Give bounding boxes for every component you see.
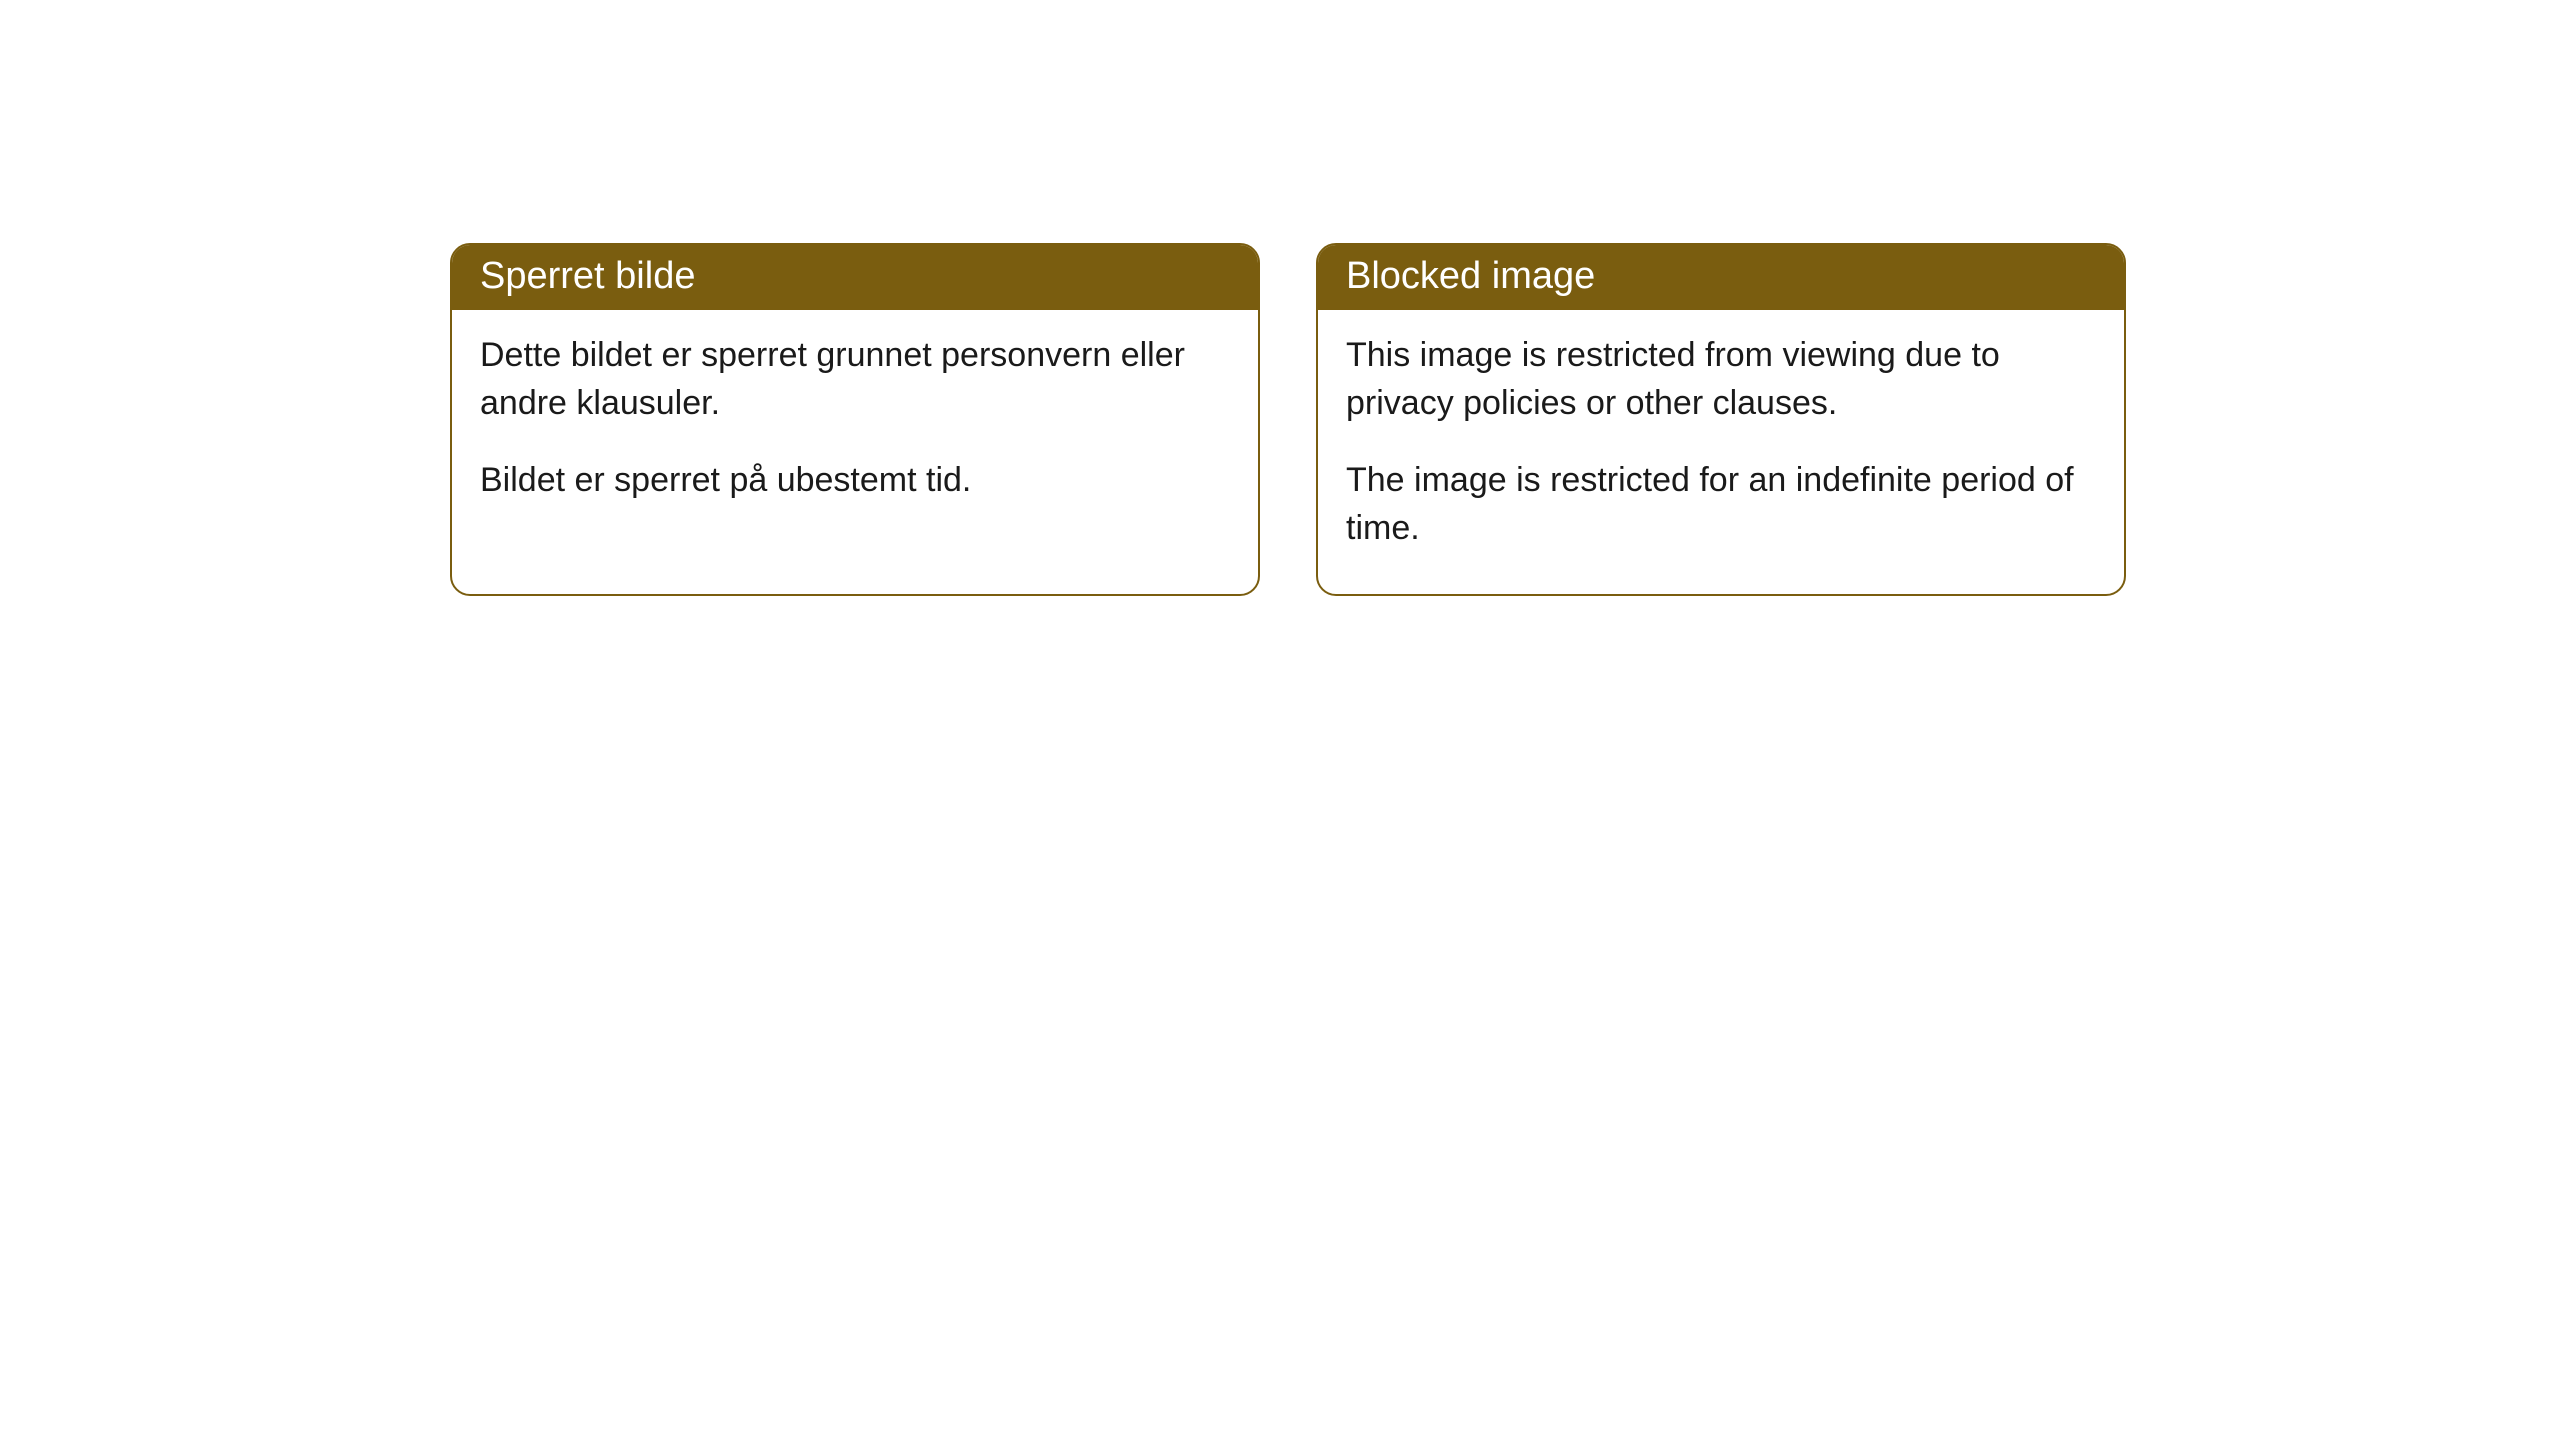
card-paragraph: Bildet er sperret på ubestemt tid. <box>480 457 1230 505</box>
card-paragraph: Dette bildet er sperret grunnet personve… <box>480 332 1230 427</box>
notice-cards-container: Sperret bilde Dette bildet er sperret gr… <box>0 0 2560 596</box>
card-title: Blocked image <box>1318 245 2124 310</box>
notice-card-english: Blocked image This image is restricted f… <box>1316 243 2126 596</box>
card-title: Sperret bilde <box>452 245 1258 310</box>
card-paragraph: This image is restricted from viewing du… <box>1346 332 2096 427</box>
card-paragraph: The image is restricted for an indefinit… <box>1346 457 2096 552</box>
card-body: Dette bildet er sperret grunnet personve… <box>452 310 1258 547</box>
notice-card-norwegian: Sperret bilde Dette bildet er sperret gr… <box>450 243 1260 596</box>
card-body: This image is restricted from viewing du… <box>1318 310 2124 594</box>
